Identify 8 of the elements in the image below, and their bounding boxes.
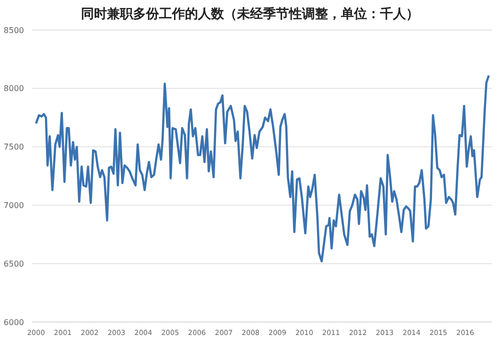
y-tick-label: 8500 xyxy=(4,26,24,35)
y-tick-label: 7000 xyxy=(4,201,24,210)
y-tick-label: 7500 xyxy=(4,142,24,152)
y-tick-label: 8000 xyxy=(4,84,24,94)
y-tick-label: 6000 xyxy=(4,318,24,327)
chart-title: 同时兼职多份工作的人数（未经季节性调整，单位：千人） xyxy=(80,6,420,24)
y-tick-label: 6500 xyxy=(4,259,24,268)
line-series xyxy=(34,74,490,262)
